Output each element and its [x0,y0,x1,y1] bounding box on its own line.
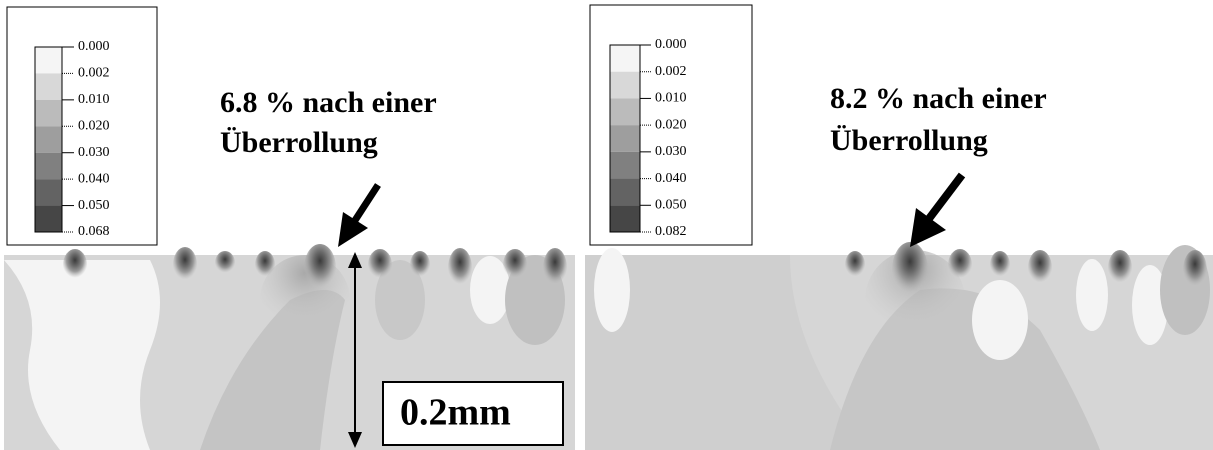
legend-swatch [35,205,62,232]
legend-swatch [610,125,640,152]
legend-swatch [610,98,640,126]
annotation: 8.2 % nach einer [830,82,1047,115]
legend-label: 0.000 [655,37,687,52]
annotation: Überrollung [830,124,988,157]
legend-swatch [610,205,640,232]
legend-frame [6,6,158,246]
contour-left [4,244,575,450]
legend-swatch [610,71,640,99]
legend-bar-frame [609,44,641,233]
legend-label: 0.020 [78,119,110,134]
legend-label: 0.002 [655,64,687,79]
legend-label: 0.002 [78,66,110,81]
legend-swatch [35,47,62,74]
legend-swatch [35,73,62,100]
legend-label: 0.050 [78,198,110,213]
scale-label: 0.2mm [400,392,511,434]
legend-label: 0.010 [655,91,687,106]
contour-right [585,242,1213,450]
legend-label: 0.000 [78,39,110,54]
legend-label: 0.030 [78,145,110,160]
legend-label: 0.068 [78,224,110,239]
legend-bar-frame [34,46,63,233]
legend-swatch [610,151,640,179]
pointer-arrow [910,172,966,247]
legend-swatch [35,179,62,206]
scale-box [382,381,564,446]
legend-swatch [610,178,640,206]
legend: 0.000 0.002 0.010 0.020 0.030 0.040 0.050 0.082 [609,37,687,239]
legend-label: 0.050 [655,198,687,213]
annotation: Überrollung [220,126,378,159]
legend-label: 0.020 [655,117,687,132]
legend-swatch [610,45,640,72]
legend-swatch [35,152,62,180]
annotation: 6.8 % nach einer [220,86,437,119]
legend-label: 0.030 [655,144,687,159]
legend-label: 0.082 [655,224,687,239]
legend-label: 0.040 [78,171,110,186]
legend-label: 0.040 [655,171,687,186]
legend-swatch [35,126,62,153]
scale-arrow [348,252,362,448]
legend-label: 0.010 [78,92,110,107]
legend: 0.000 0.002 0.010 0.020 0.030 0.040 0.050 0.068 [34,39,110,239]
pointer-arrow [338,183,381,247]
legend-swatch [35,99,62,127]
